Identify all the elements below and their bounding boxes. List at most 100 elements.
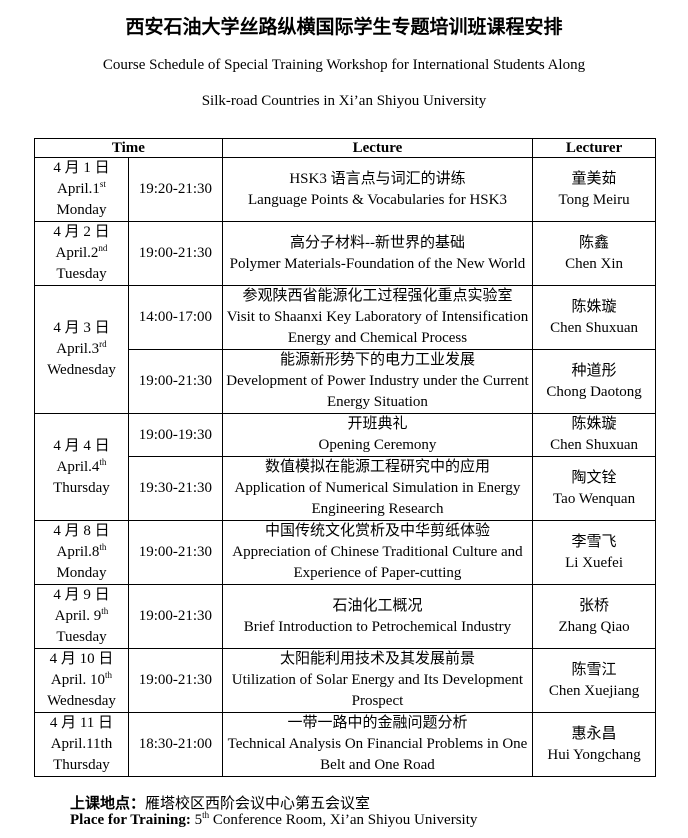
- page-title: 西安石油大学丝路纵横国际学生专题培训班课程安排: [125, 17, 563, 38]
- table-row: 4 月 11 日 April.11th Thursday 18:30-21:00 一带一…: [34, 712, 656, 777]
- date-en-text: April.4: [56, 458, 100, 475]
- date-en: April. 9th: [37, 606, 126, 627]
- lecturer-cn: 种道彤: [571, 362, 617, 379]
- date-cell: 4 月 9 日 April. 9th Tuesday: [34, 584, 129, 649]
- lecture-cell: 一带一路中的金融问题分析 Technical Analysis On Financ…: [221, 712, 534, 777]
- lecture-cn: 中国传统文化赏析及中华剪纸体验: [264, 523, 490, 539]
- lecturer-en: Chen Xin: [565, 255, 624, 272]
- date-ordinal: th: [99, 542, 107, 552]
- lecturer-en: Chen Xuejiang: [548, 682, 640, 699]
- date-en-text: April. 9: [54, 608, 102, 624]
- time-cell: 19:00-21:30: [127, 221, 223, 286]
- lecture-cell: 太阳能利用技术及其发展前景 Utilization of Solar Energy…: [221, 648, 534, 713]
- table-row: 19:00-21:30 能源新形势下的电力工业发展 Development of P…: [35, 349, 656, 414]
- table-row: 4 月 9 日 April. 9th Tuesday 19:00-21:30 石油化工概…: [34, 584, 656, 649]
- place-cn-value: 雁塔校区西阶会议中心第五会议室: [145, 796, 371, 812]
- lecture-cell: 参观陕西省能源化工过程强化重点实验室 Visit to Shaanxi Key L…: [221, 285, 534, 350]
- date-cn: 4 月 11 日: [49, 715, 114, 731]
- date-cn: 4 月 9 日: [53, 587, 110, 603]
- lecture-en: Utilization of Solar Energy and Its Deve…: [231, 672, 524, 709]
- lecture-cell: 开班典礼 Opening Ceremony: [221, 413, 534, 457]
- weekday: Wednesday: [47, 362, 116, 378]
- lecturer-cell: 陈雪江 Chen Xuejiang: [532, 648, 656, 713]
- date-cell: 4 月 3 日 April.3rd Wednesday: [34, 285, 129, 414]
- lecture-cell: 高分子材料--新世界的基础 Polymer Materials-Foundatio…: [221, 221, 534, 286]
- date-cell: 4 月 8 日 April.8th Monday: [34, 520, 129, 585]
- time-cell: 19:00-21:30: [127, 520, 223, 585]
- date-cell: 4 月 4 日 April.4th Thursday: [34, 413, 129, 521]
- lecture-en: Visit to Shaanxi Key Laboratory of Inten…: [226, 309, 529, 346]
- time-cell: 19:00-21:30: [127, 648, 223, 713]
- lecture-en: Development of Power Industry under the …: [226, 373, 529, 410]
- lecturer-cn: 陈雪江: [571, 661, 617, 678]
- lecturer-en: Li Xuefei: [565, 554, 623, 571]
- lecture-cn: 能源新形势下的电力工业发展: [279, 352, 475, 368]
- lecture-en: Appreciation of Chinese Traditional Cult…: [232, 544, 523, 581]
- lecturer-en: Chen Shuxuan: [550, 437, 639, 453]
- lecture-cn: 石油化工概况: [332, 597, 423, 614]
- lecturer-cell: 陈姝璇 Chen Shuxuan: [532, 285, 656, 350]
- header-lecturer: Lecturer: [532, 138, 656, 158]
- time-cell: 19:00-19:30: [127, 413, 223, 457]
- date-cn: 4 月 8 日: [53, 523, 110, 539]
- table-header: Time Lecture Lecturer: [34, 138, 656, 158]
- date-en-text: April.2: [55, 245, 99, 261]
- subtitle-line-1: Course Schedule of Special Training Work…: [102, 57, 586, 73]
- lecturer-cell: 张桥 Zhang Qiao: [532, 584, 656, 649]
- date-cn: 4 月 2 日: [53, 224, 110, 240]
- place-cn-label: 上课地点：: [70, 796, 146, 812]
- date-ordinal: nd: [98, 243, 108, 253]
- weekday: Thursday: [53, 479, 110, 496]
- place-en-value: Conference Room, Xi’an Shiyou University: [209, 812, 478, 828]
- date-en: April.3rd: [37, 339, 126, 360]
- lecture-en: Technical Analysis On Financial Problems…: [227, 736, 528, 773]
- weekday: Thursday: [53, 757, 110, 773]
- lecture-cell: 中国传统文化赏析及中华剪纸体验 Appreciation of Chinese T…: [221, 520, 534, 585]
- table-row: 4 月 3 日 April.3rd Wednesday 14:00-17:00 参观陕西…: [34, 285, 656, 414]
- date-en-text: April.3: [56, 341, 100, 357]
- lecturer-en: Zhang Qiao: [558, 618, 630, 635]
- date-en: April.11th: [37, 734, 126, 755]
- lecture-cn: 高分子材料--新世界的基础: [289, 234, 465, 251]
- lecture-en: Polymer Materials-Foundation of the New …: [229, 255, 526, 272]
- lecturer-cell: 陈姝璇 Chen Shuxuan: [532, 413, 656, 457]
- weekday: Tuesday: [56, 629, 107, 645]
- time-cell: 19:30-21:30: [127, 456, 223, 521]
- date-cn: 4 月 1 日: [53, 160, 110, 176]
- time-cell: 19:00-21:30: [127, 349, 223, 414]
- lecture-cn: 太阳能利用技术及其发展前景: [279, 651, 475, 667]
- lecture-cell: 石油化工概况 Brief Introduction to Petrochemica…: [221, 584, 534, 649]
- time-cell: 14:00-17:00: [127, 285, 223, 350]
- header-lecture: Lecture: [221, 138, 534, 158]
- table-row: 4 月 2 日 April.2nd Tuesday 19:00-21:30 高分子材料-…: [34, 221, 656, 286]
- date-cn: 4 月 10 日: [49, 651, 114, 667]
- date-ordinal: th: [101, 606, 109, 616]
- lecture-en: Opening Ceremony: [318, 437, 437, 453]
- lecturer-en: Tao Wenquan: [553, 490, 636, 507]
- lecturer-cell: 陈鑫 Chen Xin: [532, 221, 656, 286]
- date-en-text: April.11th: [50, 736, 113, 752]
- place-en: Place for Training: 5th Conference Room,…: [70, 811, 478, 829]
- lecturer-cn: 陈鑫: [579, 234, 610, 251]
- weekday: Tuesday: [56, 266, 107, 282]
- lecture-cn: HSK3 语言点与词汇的讲练: [289, 170, 466, 187]
- date-en: April.2nd: [37, 243, 126, 264]
- lecturer-cn: 陈姝璇: [571, 416, 617, 432]
- time-cell: 19:00-21:30: [127, 584, 223, 649]
- date-en: April. 10th: [37, 670, 126, 691]
- lecturer-cell: 种道彤 Chong Daotong: [532, 349, 656, 414]
- date-cn: 4 月 4 日: [53, 437, 110, 454]
- lecturer-cell: 李雪飞 Li Xuefei: [532, 520, 656, 585]
- date-ordinal: rd: [99, 339, 107, 349]
- date-en: April.4th: [37, 457, 126, 478]
- date-ordinal: st: [99, 179, 106, 189]
- lecture-cell: 数值模拟在能源工程研究中的应用 Application of Numerical …: [221, 456, 534, 521]
- header-time: Time: [34, 138, 223, 158]
- table-row: 19:30-21:30 数值模拟在能源工程研究中的应用 Application of…: [35, 456, 656, 521]
- date-en-text: April. 10: [50, 672, 106, 688]
- table-row: 4 月 4 日 April.4th Thursday 19:00-19:30 开班典礼 O…: [34, 413, 656, 521]
- date-cell: 4 月 1 日 April.1st Monday: [34, 157, 129, 222]
- date-cell: 4 月 11 日 April.11th Thursday: [34, 712, 129, 777]
- table-row: 4 月 8 日 April.8th Monday 19:00-21:30 中国传统文化赏…: [34, 520, 656, 585]
- place-cn: 上课地点：雁塔校区西阶会议中心第五会议室: [70, 792, 370, 813]
